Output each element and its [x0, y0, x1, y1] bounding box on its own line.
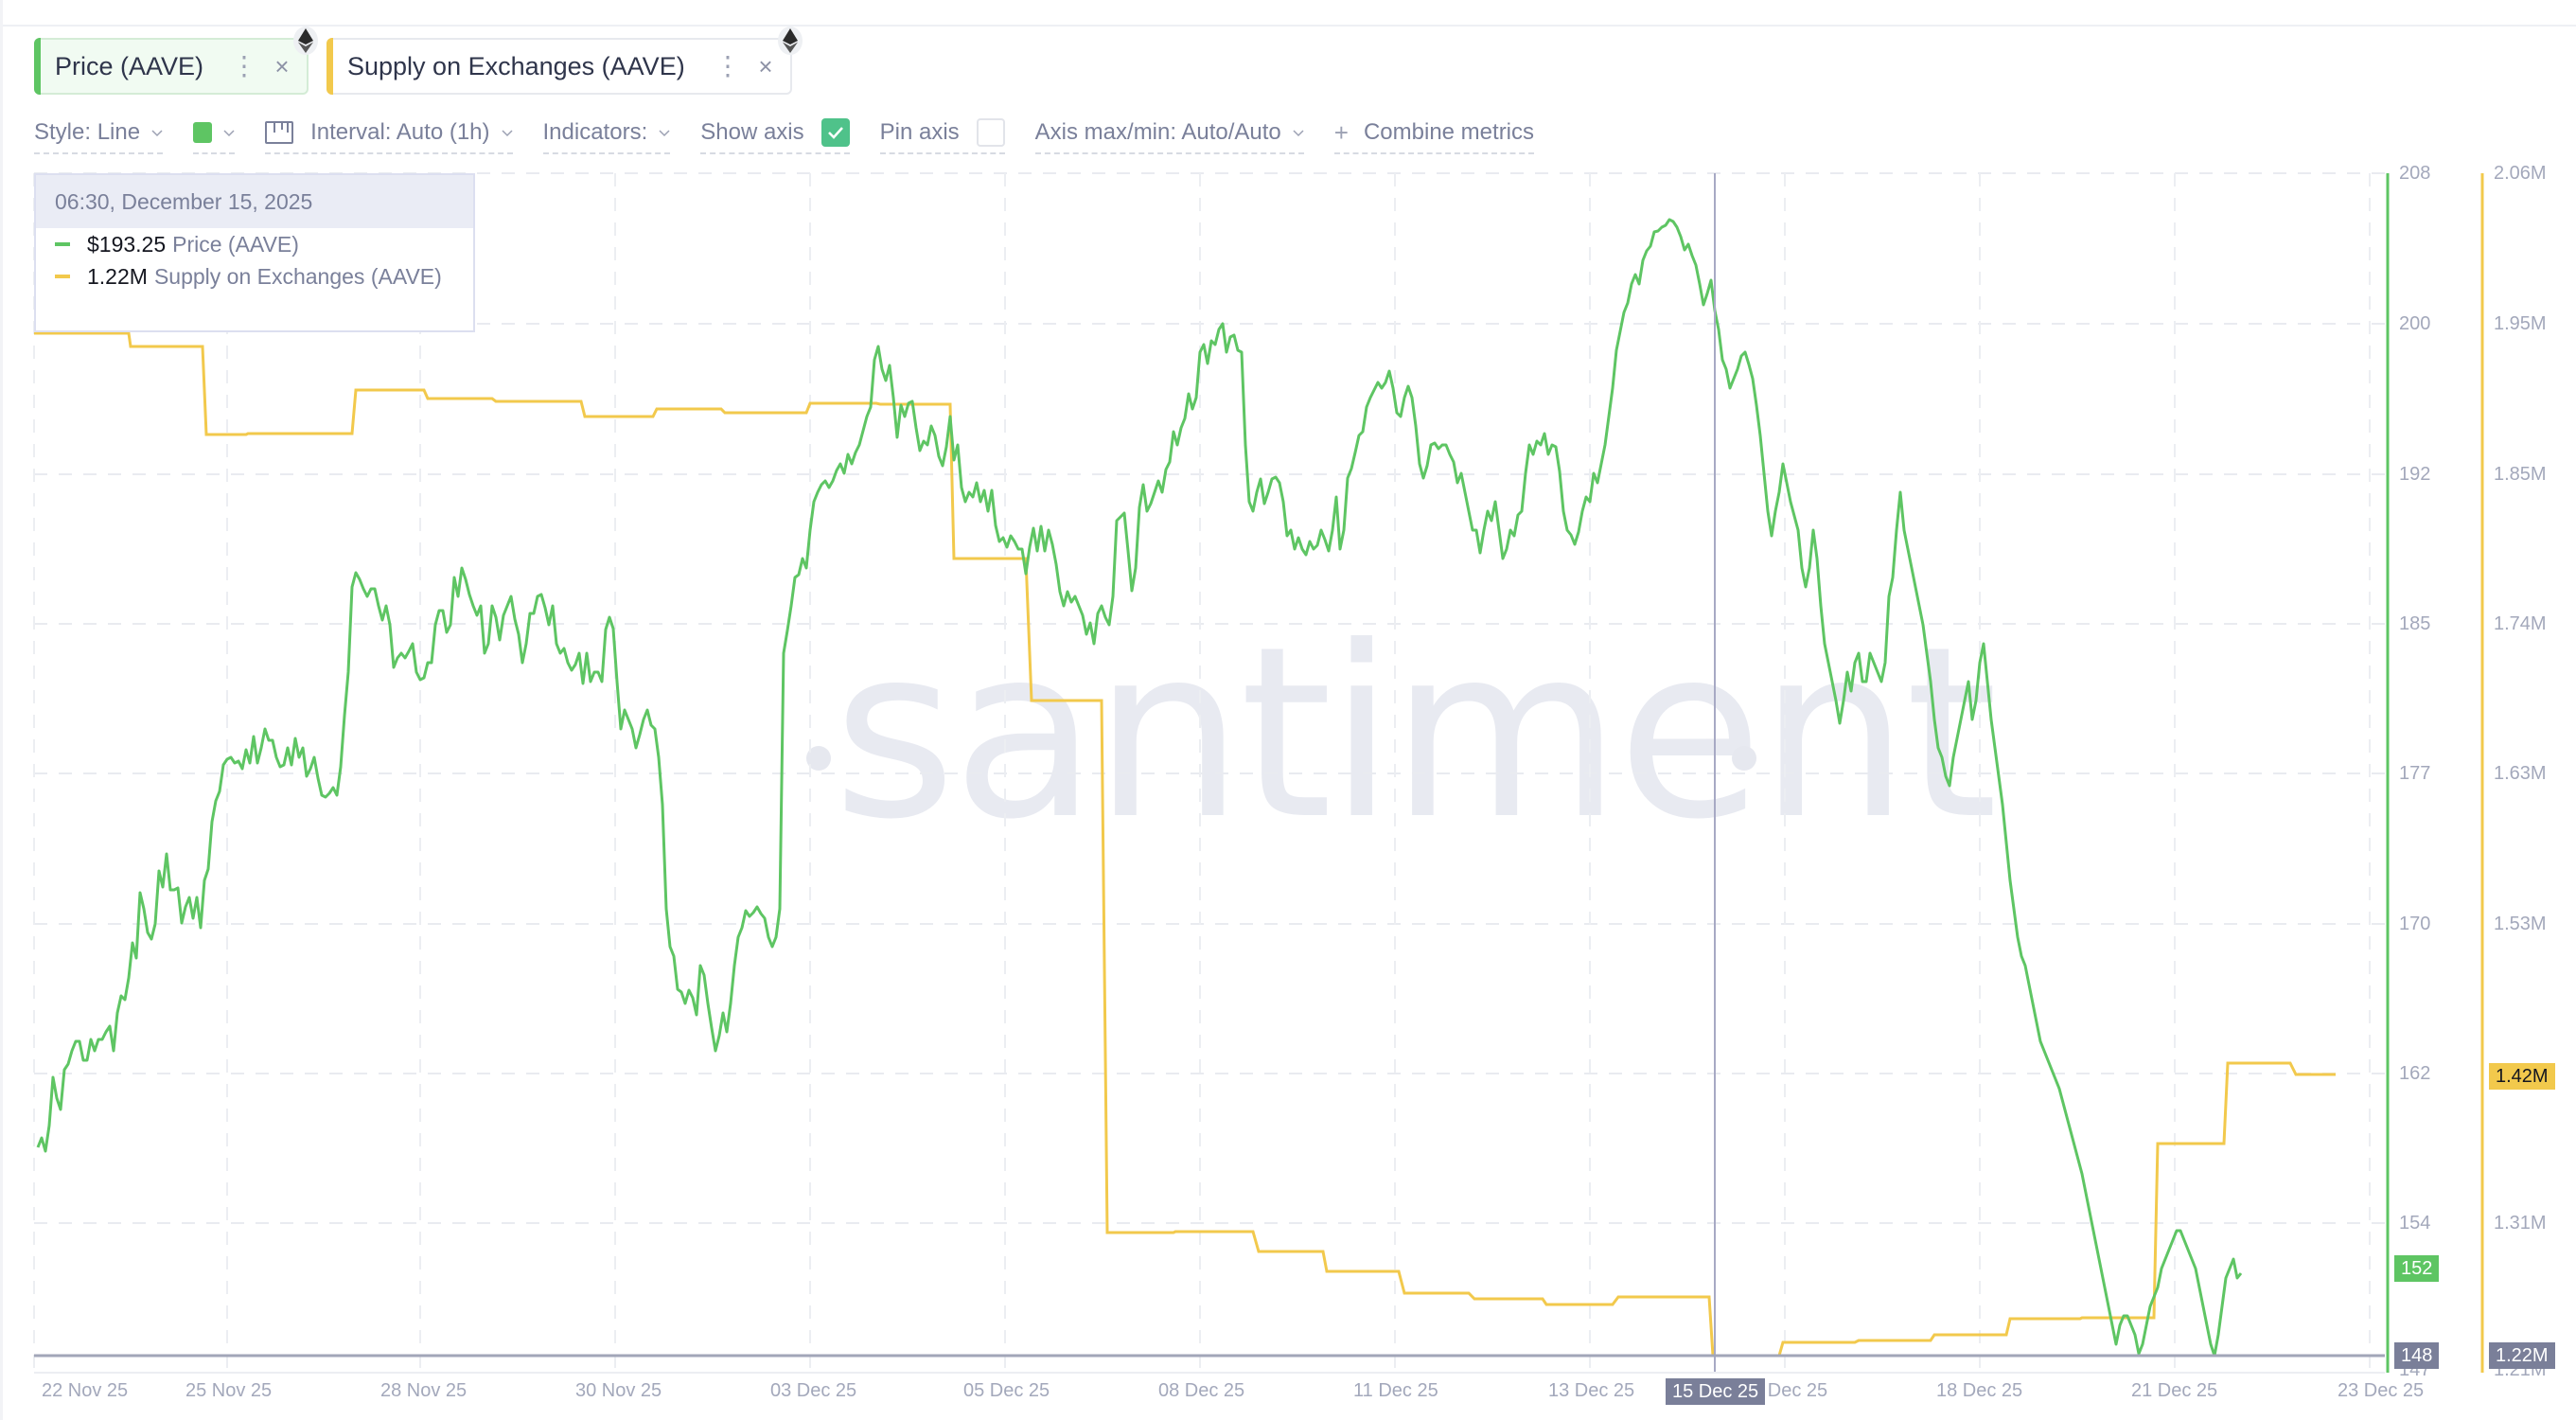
- supply-tick: 1.85M: [2494, 464, 2547, 485]
- legend-dash-icon: [55, 242, 70, 246]
- chevron-down-icon: [151, 130, 163, 137]
- metric-chip-price[interactable]: Price (AAVE) ⋮ ×: [34, 38, 309, 95]
- price-tick: 170: [2399, 914, 2431, 934]
- ruler-icon: [265, 121, 294, 144]
- combine-metrics-button[interactable]: + Combine metrics: [1333, 113, 1535, 154]
- tooltip-metric-name: Supply on Exchanges (AAVE): [153, 263, 442, 289]
- price-tick: 162: [2399, 1063, 2431, 1084]
- style-dropdown[interactable]: Style: Line: [34, 113, 164, 154]
- pin-axis-checkbox[interactable]: [976, 118, 1005, 147]
- tooltip-row-supply: 1.22M Supply on Exchanges (AAVE): [55, 260, 473, 293]
- price-last-value-badge: 152: [2394, 1255, 2440, 1282]
- tooltip-row-price: $193.25 Price (AAVE): [55, 228, 473, 260]
- show-axis-toggle[interactable]: Show axis: [700, 113, 850, 154]
- chart-toolbar: Style: Line Interval: Auto (1h) Indicato…: [34, 112, 1564, 155]
- x-tick: 22 Nov 25: [42, 1380, 129, 1401]
- pin-axis-label: Pin axis: [879, 119, 960, 145]
- interval-label: Interval: Auto (1h): [310, 119, 490, 145]
- x-tick: 21 Dec 25: [2131, 1380, 2218, 1401]
- legend-dash-icon: [55, 275, 70, 278]
- metric-color-bar: [34, 38, 41, 95]
- x-tick: 08 Dec 25: [1158, 1380, 1245, 1401]
- show-axis-checkbox[interactable]: [820, 118, 850, 147]
- supply-series-line: [34, 331, 2336, 1358]
- crosshair-date-badge: 15 Dec 25: [1666, 1378, 1766, 1405]
- x-tick: 25 Nov 25: [185, 1380, 273, 1401]
- metric-color-bar: [326, 38, 333, 95]
- price-tick: 185: [2399, 613, 2431, 634]
- tooltip-value: $193.25: [87, 231, 167, 257]
- supply-last-value-badge: 1.42M: [2489, 1063, 2555, 1090]
- supply-tick: 1.31M: [2494, 1213, 2547, 1234]
- price-tick: 192: [2399, 464, 2431, 485]
- x-tick: 18 Dec 25: [1936, 1380, 2023, 1401]
- indicators-dropdown[interactable]: Indicators:: [542, 113, 671, 154]
- x-tick: 30 Nov 25: [575, 1380, 662, 1401]
- crosshair-supply-badge: 1.22M: [2489, 1342, 2555, 1369]
- price-tick: 208: [2399, 163, 2431, 184]
- color-swatch: [193, 122, 213, 143]
- chevron-down-icon: [1293, 130, 1304, 137]
- ethereum-icon: [778, 27, 803, 55]
- price-tick: 177: [2399, 763, 2431, 784]
- top-border: [0, 25, 2576, 27]
- close-icon[interactable]: ×: [274, 51, 290, 80]
- price-series-line: [36, 218, 2243, 1358]
- tooltip-metric-name: Price (AAVE): [172, 231, 299, 257]
- pin-axis-toggle[interactable]: Pin axis: [879, 113, 1005, 154]
- x-tick: 05 Dec 25: [963, 1380, 1050, 1401]
- x-tick: 28 Nov 25: [380, 1380, 468, 1401]
- metric-chip-supply[interactable]: Supply on Exchanges (AAVE) ⋮ ×: [326, 38, 792, 95]
- price-tick: 154: [2399, 1213, 2431, 1234]
- metric-label: Price (AAVE): [55, 51, 204, 80]
- supply-tick: 1.74M: [2494, 613, 2547, 634]
- close-icon[interactable]: ×: [758, 51, 773, 80]
- supply-tick: 1.95M: [2494, 313, 2547, 334]
- supply-tick: 2.06M: [2494, 163, 2547, 184]
- crosshair-price-badge: 148: [2394, 1342, 2440, 1369]
- x-tick: 13 Dec 25: [1548, 1380, 1635, 1401]
- plus-icon: +: [1333, 117, 1349, 147]
- chevron-down-icon: [501, 130, 513, 137]
- show-axis-label: Show axis: [700, 119, 804, 145]
- checkmark-icon: [827, 127, 843, 139]
- interval-dropdown[interactable]: Interval: Auto (1h): [265, 113, 513, 154]
- chevron-down-icon: [659, 130, 670, 137]
- chevron-down-icon: [223, 130, 235, 137]
- x-tick: 03 Dec 25: [770, 1380, 857, 1401]
- santiment-watermark: santiment: [833, 595, 1998, 871]
- combine-metrics-label: Combine metrics: [1363, 119, 1535, 145]
- chart-tooltip: 06:30, December 15, 2025 $193.25 Price (…: [34, 173, 475, 332]
- left-border: [0, 0, 3, 1420]
- style-label: Style: Line: [34, 119, 141, 145]
- x-tick: 23 Dec 25: [2338, 1380, 2425, 1401]
- x-tick: 11 Dec 25: [1353, 1380, 1438, 1401]
- tooltip-datetime: 06:30, December 15, 2025: [36, 175, 473, 228]
- supply-tick: 1.53M: [2494, 914, 2547, 934]
- chart-grid: [33, 172, 2396, 1373]
- axis-maxmin-dropdown[interactable]: Axis max/min: Auto/Auto: [1034, 113, 1304, 154]
- tooltip-value: 1.22M: [87, 263, 148, 289]
- metric-label: Supply on Exchanges (AAVE): [347, 51, 685, 80]
- supply-tick: 1.63M: [2494, 763, 2547, 784]
- ethereum-icon: [293, 27, 318, 55]
- price-tick: 200: [2399, 313, 2431, 334]
- axis-maxmin-label: Axis max/min: Auto/Auto: [1034, 119, 1281, 145]
- color-dropdown[interactable]: [193, 113, 236, 154]
- indicators-label: Indicators:: [542, 119, 648, 145]
- watermark-dot: [1732, 746, 1756, 771]
